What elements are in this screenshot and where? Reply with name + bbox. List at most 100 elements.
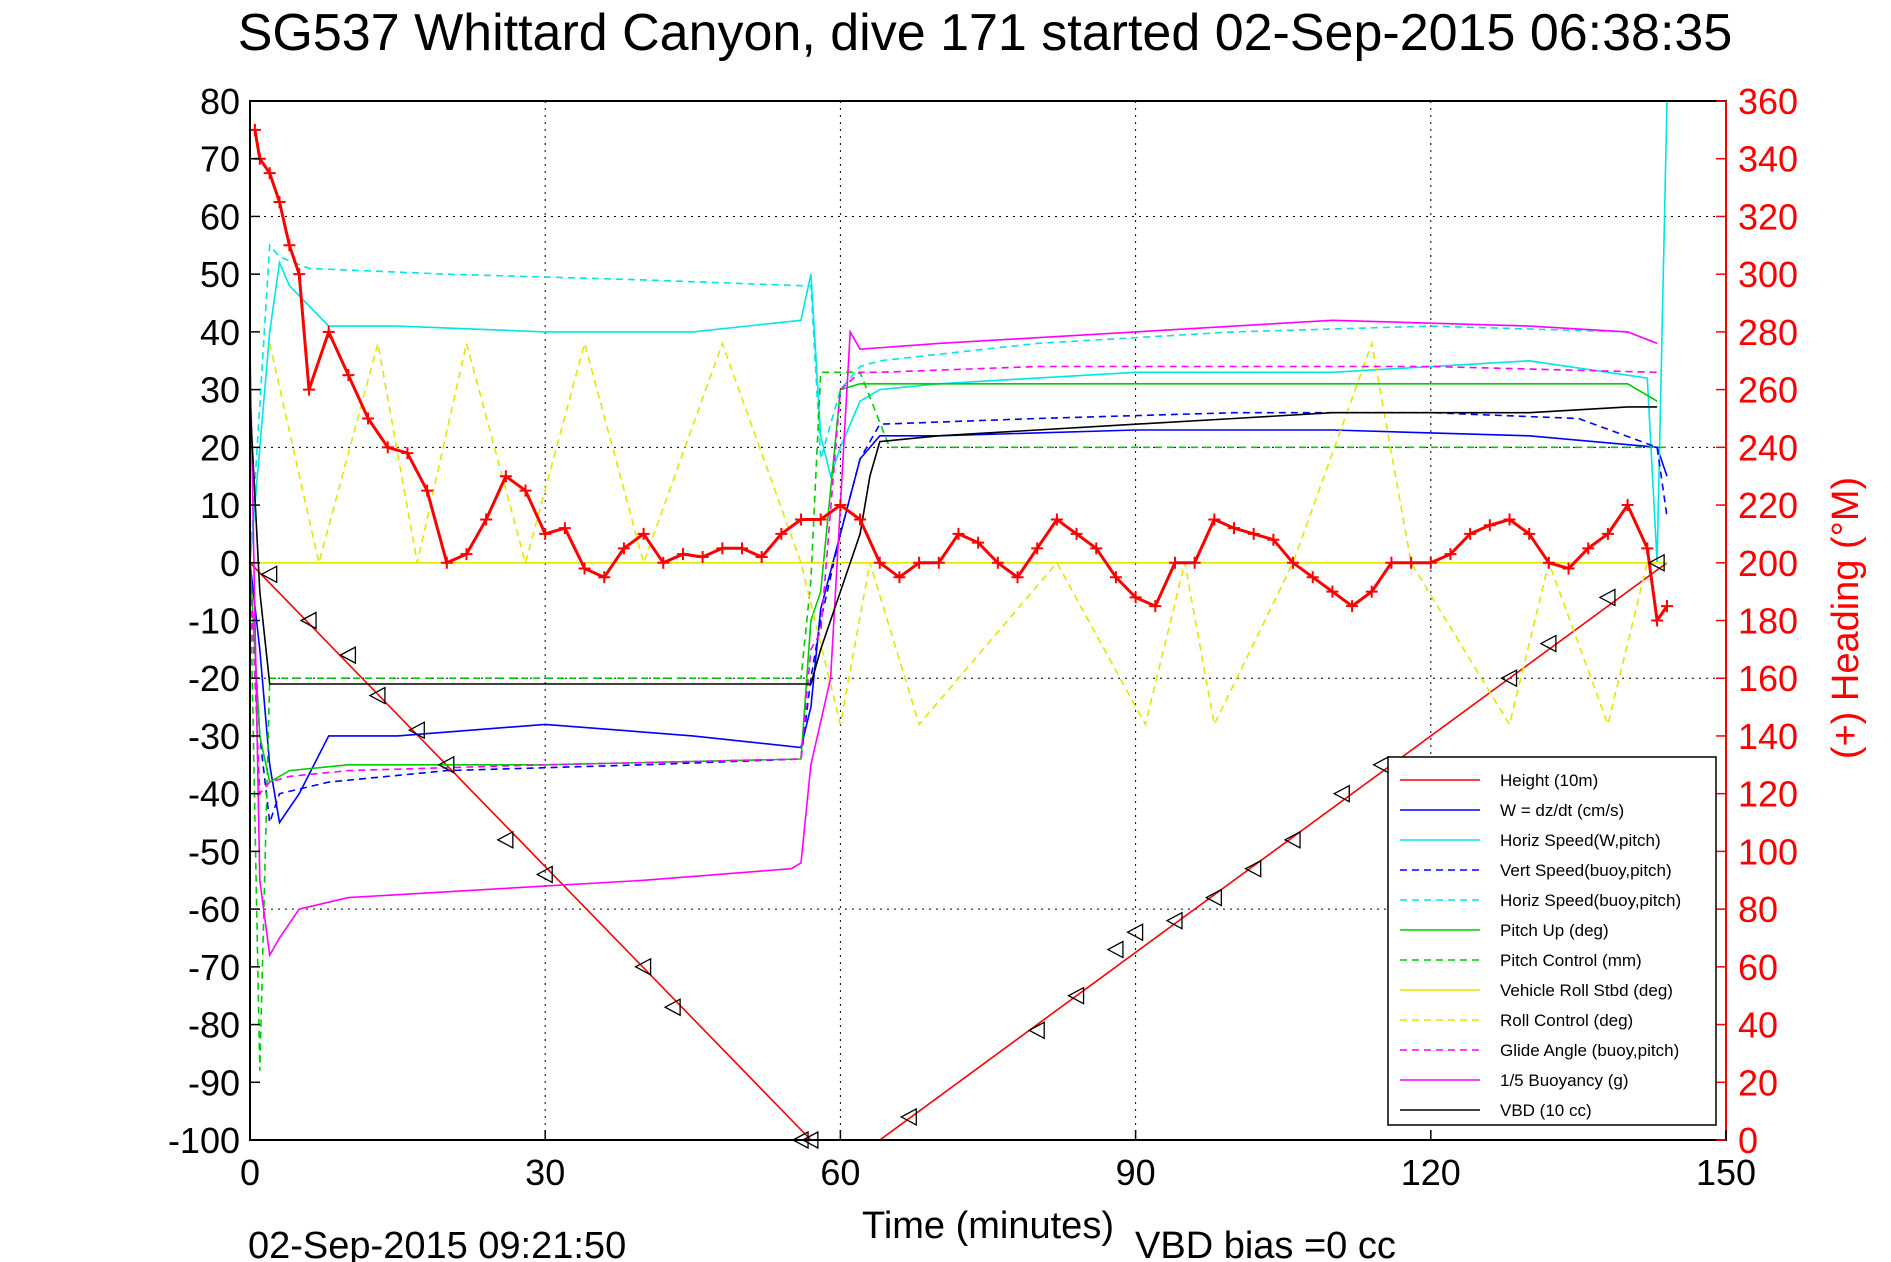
heading-point — [1346, 600, 1359, 613]
heading-point — [1523, 527, 1536, 540]
heading-point — [913, 556, 926, 569]
legend-entry: 1/5 Buoyancy (g) — [1500, 1071, 1629, 1090]
heading-point — [775, 527, 788, 540]
heading-point — [1129, 591, 1142, 604]
heading-point — [1287, 556, 1300, 569]
heading-point — [421, 484, 434, 497]
height-marker — [663, 998, 681, 1017]
right-tick-label: 180 — [1738, 601, 1798, 642]
y-tick-label: 10 — [200, 485, 240, 526]
height-marker — [496, 830, 514, 849]
legend-entry: Roll Control (deg) — [1500, 1011, 1633, 1030]
heading-point — [1444, 548, 1457, 561]
heading-point — [1562, 562, 1575, 575]
x-tick-label: 120 — [1401, 1152, 1461, 1193]
height-marker — [1067, 986, 1085, 1005]
heading-point — [1483, 519, 1496, 532]
y-tick-label: 20 — [200, 427, 240, 468]
y-tick-label: -60 — [188, 889, 240, 930]
right-tick-label: 220 — [1738, 485, 1798, 526]
heading-point — [755, 551, 768, 564]
heading-point — [1464, 527, 1477, 540]
legend-entry: Horiz Speed(W,pitch) — [1500, 831, 1661, 850]
heading-point — [1503, 513, 1516, 526]
heading-point — [1601, 527, 1614, 540]
height-marker — [1165, 911, 1183, 930]
x-axis-label: Time (minutes) — [862, 1205, 1114, 1247]
heading-point — [499, 470, 512, 483]
heading-point — [1070, 527, 1083, 540]
heading-markers — [248, 123, 1673, 627]
heading-point — [1621, 499, 1634, 512]
series-line-3 — [249, 411, 1668, 823]
height-marker — [437, 755, 455, 774]
heading-point — [362, 412, 375, 425]
y-tick-label: 60 — [200, 196, 240, 237]
height-marker — [1500, 669, 1518, 688]
heading-point — [1542, 556, 1555, 569]
series-line-10 — [249, 319, 1658, 958]
y-tick-label: -100 — [168, 1120, 240, 1161]
right-tick-label: 60 — [1738, 947, 1778, 988]
heading-point — [814, 513, 827, 526]
heading-point — [322, 325, 335, 338]
legend-entry: Pitch Up (deg) — [1500, 921, 1609, 940]
right-tick-label: 120 — [1738, 774, 1798, 815]
heading-point — [283, 239, 296, 252]
heading-point — [1188, 556, 1201, 569]
y-axis-ticks: 80 70 60 50 40 30 20 10 0 -10 -20 -30 -40 -50 -60 -70 -8… — [168, 81, 260, 1161]
legend: Height (10m) W = dz/dt (cm/s) Horiz Speed(… — [1387, 756, 1717, 1126]
legend-entry: W = dz/dt (cm/s) — [1500, 801, 1624, 820]
y-tick-label: 0 — [220, 543, 240, 584]
heading-point — [972, 536, 985, 549]
right-tick-label: 100 — [1738, 831, 1798, 872]
height-marker — [1027, 1021, 1045, 1040]
heading-point — [1267, 533, 1280, 546]
heading-point — [893, 571, 906, 584]
heading-point — [1050, 513, 1063, 526]
y-tick-label: -30 — [188, 716, 240, 757]
heading-point — [342, 369, 355, 382]
heading-point — [991, 556, 1004, 569]
right-tick-label: 300 — [1738, 254, 1798, 295]
heading-point — [1306, 571, 1319, 584]
heading-point — [519, 484, 532, 497]
heading-point — [1208, 513, 1221, 526]
y-tick-label: 30 — [200, 370, 240, 411]
heading-point — [873, 556, 886, 569]
heading-point — [736, 542, 748, 555]
height-marker — [1598, 588, 1616, 607]
grid-lines — [250, 101, 1726, 1140]
legend-entry: Horiz Speed(buoy,pitch) — [1500, 891, 1681, 910]
y-tick-label: -80 — [188, 1005, 240, 1046]
y-tick-label: -40 — [188, 774, 240, 815]
heading-point — [1582, 542, 1595, 555]
series-line-4 — [249, 243, 1658, 563]
y-tick-label: -20 — [188, 658, 240, 699]
heading-point — [303, 383, 316, 396]
height-marker — [407, 721, 425, 740]
heading-point — [1385, 556, 1398, 569]
right-tick-label: 320 — [1738, 196, 1798, 237]
heading-point — [578, 562, 591, 575]
heading-point — [1660, 600, 1673, 613]
height-marker — [368, 686, 386, 705]
heading-point — [637, 527, 650, 540]
right-axis-ticks: 3603403203002802602402202001801601401201… — [1716, 81, 1798, 1161]
height-marker — [899, 1107, 917, 1126]
y-tick-label: 50 — [200, 254, 240, 295]
y-tick-label: 70 — [200, 139, 240, 180]
y-tick-label: -90 — [188, 1062, 240, 1103]
height-marker — [1539, 634, 1557, 653]
height-marker — [299, 611, 317, 630]
height-marker — [260, 565, 278, 584]
footer-date: 02-Sep-2015 09:21:50 — [248, 1225, 626, 1262]
height-markers — [260, 553, 1665, 1150]
right-tick-label: 340 — [1738, 139, 1798, 180]
right-tick-label: 360 — [1738, 81, 1798, 122]
series-line-6 — [249, 371, 1667, 1071]
right-tick-label: 260 — [1738, 370, 1798, 411]
heading-point — [273, 196, 286, 209]
heading-point — [1424, 556, 1437, 569]
